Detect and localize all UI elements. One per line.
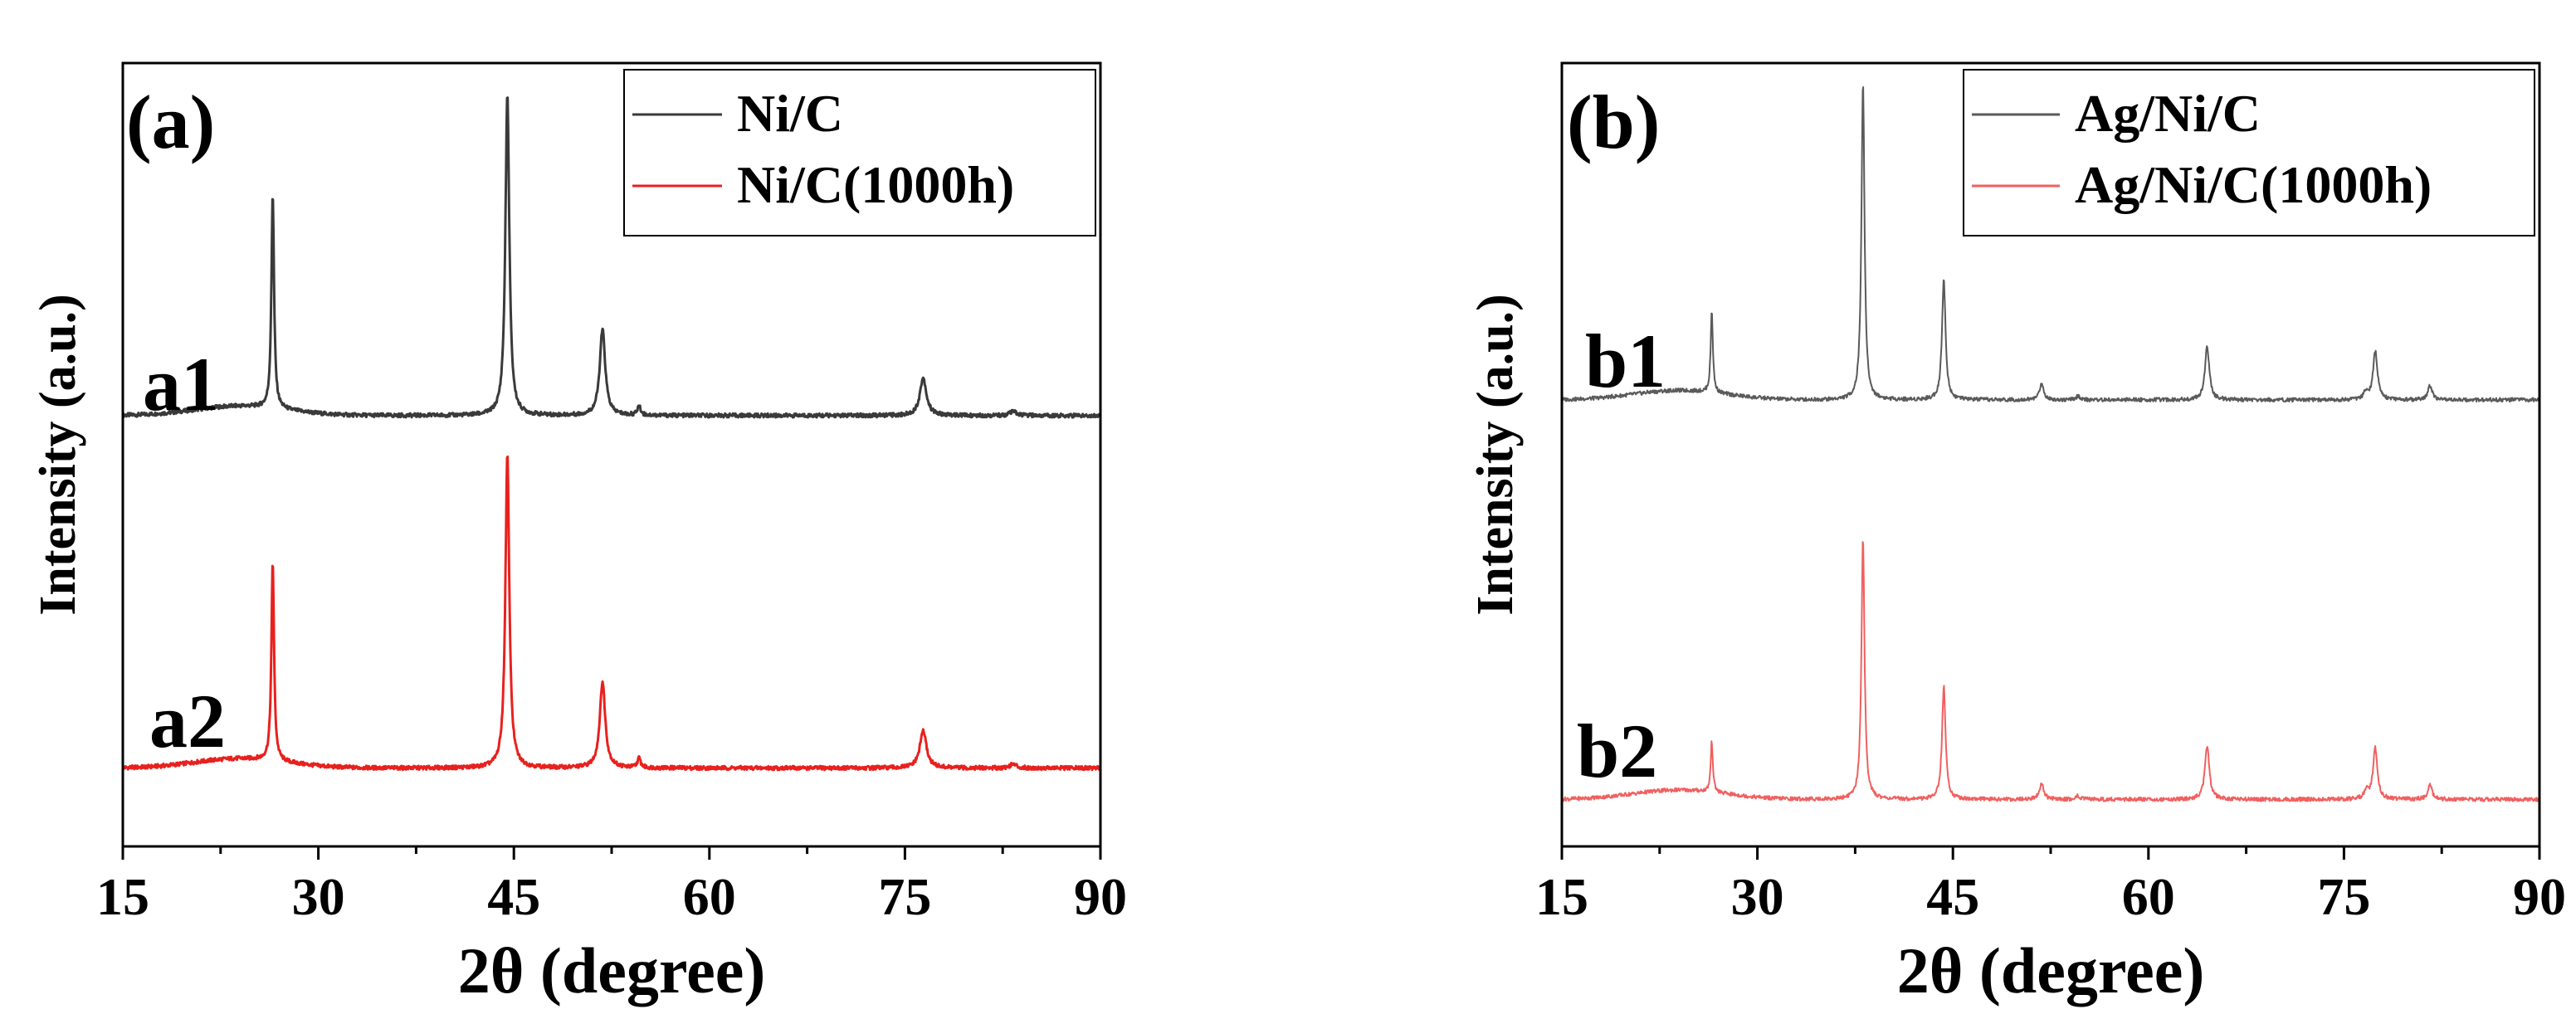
x-tick-label: 75	[878, 867, 931, 926]
x-tick-label: 45	[1926, 867, 1979, 926]
x-axis-label: 2θ (degree)	[458, 934, 766, 1007]
series-line-b1	[1561, 86, 2540, 403]
legend-label-b1: Ag/Ni/C	[2075, 84, 2261, 143]
legend: Ag/Ni/C Ag/Ni/C(1000h)	[1963, 69, 2535, 236]
legend-box	[623, 69, 1096, 236]
trace-tag-a1: a1	[143, 342, 219, 427]
legend-label-a1: Ni/C	[737, 84, 843, 143]
x-tick-label: 30	[292, 867, 345, 926]
x-tick-label: 75	[2317, 867, 2370, 926]
legend-label-a2: Ni/C(1000h)	[737, 155, 1014, 214]
x-tick-label: 90	[2513, 867, 2566, 926]
series-line-a1	[121, 96, 1101, 419]
y-axis-label: Intensity (a.u.)	[1467, 294, 1524, 616]
series-line-a2	[121, 455, 1102, 772]
x-tick-label: 45	[487, 867, 540, 926]
panel-label: (a)	[126, 80, 215, 164]
panel-label: (b)	[1567, 80, 1660, 164]
legend: Ni/C Ni/C(1000h)	[623, 69, 1096, 236]
trace-tag-b2: b2	[1577, 709, 1657, 793]
x-tick-label: 15	[96, 867, 149, 926]
x-axis-label: 2θ (degree)	[1897, 934, 2205, 1007]
x-tick-label: 90	[1074, 867, 1127, 926]
series-line-b2	[1561, 541, 2540, 802]
legend-label-b2: Ag/Ni/C(1000h)	[2075, 155, 2432, 214]
x-tick-label: 60	[2122, 867, 2175, 926]
trace-tag-b1: b1	[1585, 319, 1666, 403]
x-tick-label: 30	[1731, 867, 1784, 926]
y-axis-label: Intensity (a.u.)	[30, 294, 86, 616]
legend-box	[1963, 69, 2535, 236]
x-tick-label: 15	[1535, 867, 1588, 926]
panel-a: a1 a2 15 30 45 60 75 90 2θ (degree) Intensity (a.…	[30, 61, 1127, 1007]
trace-tag-a2: a2	[149, 679, 226, 763]
x-tick-label: 60	[683, 867, 736, 926]
panel-b: b1 b2 15 30 45 60 75 90 2θ (degree) Intensity (a.…	[1467, 61, 2566, 1007]
